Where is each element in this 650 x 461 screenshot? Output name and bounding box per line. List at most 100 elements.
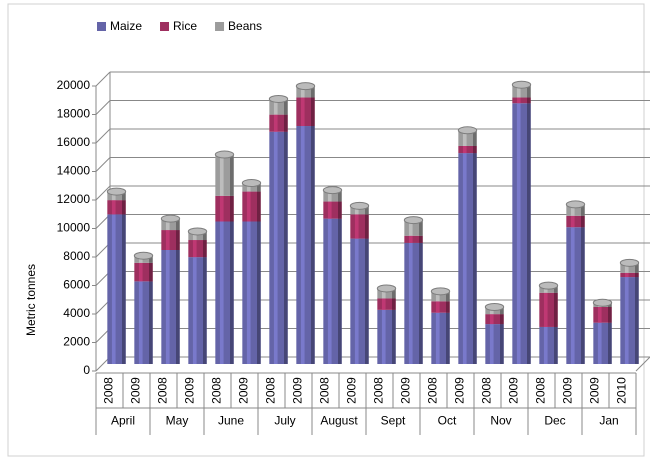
- bar-shadow: [257, 183, 261, 192]
- bar-segment: [431, 301, 450, 313]
- bar-segment: [350, 205, 369, 215]
- bar-shine: [138, 262, 143, 282]
- bar-shine: [273, 114, 278, 132]
- bar-cap: [565, 200, 586, 209]
- group-label: Jan: [599, 414, 618, 428]
- bar-shadow: [635, 272, 639, 278]
- bar-cap: [322, 186, 343, 195]
- bar-shine: [408, 235, 413, 243]
- bar-shadow: [473, 145, 477, 154]
- legend-label: Maize: [110, 19, 142, 33]
- bar-cap: [295, 82, 316, 91]
- x-tick-label: 2009: [345, 377, 359, 404]
- bar-segment: [107, 191, 126, 201]
- bar-shine: [273, 131, 278, 364]
- bar-shadow: [122, 200, 126, 215]
- group-label: April: [111, 414, 135, 428]
- bar-shadow: [581, 204, 585, 216]
- bar-shadow: [230, 154, 234, 196]
- bar-shine: [435, 312, 440, 364]
- bar-shadow: [581, 215, 585, 228]
- bar-shadow: [500, 307, 504, 315]
- bar-shine: [489, 314, 494, 325]
- bar-shadow: [500, 324, 504, 364]
- bar-shadow: [338, 201, 342, 219]
- bar-shadow: [527, 84, 531, 98]
- bar-shadow: [554, 292, 558, 327]
- bar-cap: [619, 258, 640, 267]
- chart-frame: [7, 3, 645, 457]
- bar-shine: [219, 221, 224, 364]
- bar-shadow: [230, 195, 234, 222]
- bar-shadow: [311, 97, 315, 127]
- bar-cap: [241, 179, 262, 188]
- bar-segment: [377, 298, 396, 310]
- bar-shine: [327, 218, 332, 364]
- bar-shine: [111, 200, 116, 215]
- y-tick-label: 16000: [57, 135, 91, 149]
- bar-cap: [376, 284, 397, 293]
- bar-shine: [408, 220, 413, 236]
- bar-cap: [484, 303, 505, 311]
- grid-line: [95, 157, 111, 172]
- grid-line: [95, 185, 111, 201]
- bar-shadow: [284, 98, 288, 115]
- x-tick-label: 2009: [291, 377, 305, 404]
- bar-cap: [349, 201, 370, 210]
- y-tick-label: 2000: [63, 335, 90, 349]
- x-tick-label: 2009: [561, 377, 575, 404]
- bar-shine: [246, 183, 251, 192]
- bar-shadow: [176, 250, 180, 364]
- bar-shine: [219, 195, 224, 222]
- bar-shadow: [122, 214, 126, 364]
- group-label: June: [218, 414, 244, 428]
- bar-shine: [462, 130, 467, 146]
- bar-shadow: [176, 230, 180, 250]
- bar-shine: [300, 126, 305, 365]
- group-label: May: [166, 414, 189, 428]
- bar-segment: [296, 86, 315, 98]
- bar-segment: [512, 97, 531, 104]
- bar-shadow: [635, 277, 639, 364]
- bar-shine: [165, 250, 170, 364]
- bar-shadow: [581, 227, 585, 364]
- bar-segment: [161, 218, 180, 231]
- bar-shine: [192, 240, 197, 258]
- group-label: Dec: [544, 414, 565, 428]
- bar-shine: [516, 97, 521, 104]
- bar-cap: [106, 187, 127, 196]
- x-tick-label: 2008: [156, 377, 170, 404]
- group-label: July: [274, 414, 295, 428]
- x-tick-label: 2009: [129, 377, 143, 404]
- y-tick-label: 12000: [57, 192, 91, 206]
- bar-shine: [111, 191, 116, 201]
- bar-shadow: [257, 221, 261, 364]
- bar-segment: [620, 272, 639, 278]
- x-tick-label: 2010: [615, 377, 629, 404]
- bar-segment: [404, 235, 423, 243]
- x-tick-label: 2009: [183, 377, 197, 404]
- bar-shadow: [635, 262, 639, 273]
- bar-shadow: [365, 214, 369, 239]
- bar-segment: [188, 231, 207, 241]
- bar-shine: [570, 227, 575, 364]
- legend-swatch: [215, 22, 225, 31]
- bar-shine: [300, 86, 305, 98]
- legend-label: Rice: [173, 19, 197, 33]
- x-tick-label: 2008: [210, 377, 224, 404]
- y-axis-label: Metric tonnes: [24, 264, 38, 336]
- x-tick-label: 2009: [453, 377, 467, 404]
- bar-shine: [165, 230, 170, 250]
- bar-shadow: [419, 242, 423, 364]
- bar-shine: [408, 242, 413, 364]
- bar-segment: [566, 204, 585, 216]
- grid-line: [95, 71, 111, 87]
- legend-swatch: [160, 22, 170, 31]
- bar-segment: [377, 288, 396, 299]
- bar-shine: [435, 301, 440, 313]
- y-tick-label: 14000: [57, 164, 91, 178]
- y-tick-label: 18000: [57, 107, 91, 121]
- bar-shadow: [608, 322, 612, 364]
- y-tick-label: 6000: [63, 278, 90, 292]
- bar-shine: [381, 298, 386, 310]
